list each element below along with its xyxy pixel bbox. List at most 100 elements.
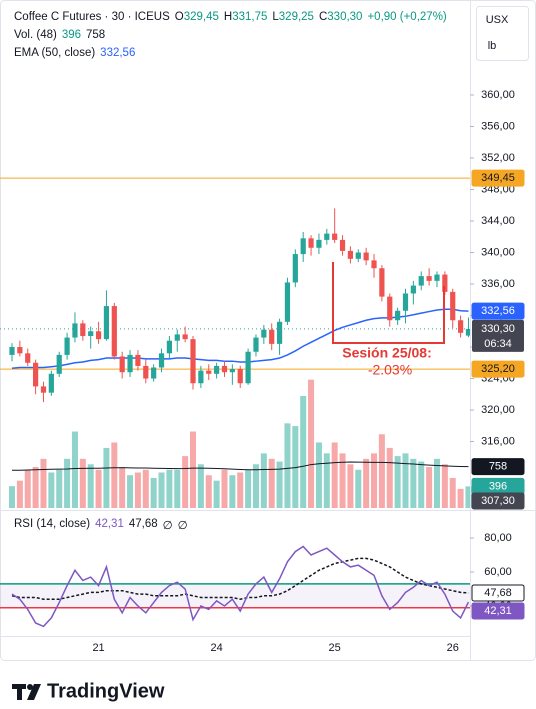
volume-bar	[449, 477, 456, 508]
ohlc: H331,75	[224, 11, 268, 23]
volume-bar	[402, 453, 409, 508]
annotation-bracket	[332, 262, 445, 344]
candle-body	[64, 337, 70, 355]
candle-body	[95, 331, 102, 340]
volume-bar	[158, 472, 165, 508]
legend-ema: EMA (50, close) 332,56	[14, 47, 135, 59]
volume-bar	[465, 486, 472, 508]
candle-body	[363, 252, 369, 261]
volume-bar	[56, 469, 63, 508]
volume-bar	[229, 475, 236, 508]
volume-bar	[237, 472, 244, 508]
rsi-name: RSI (14, close)	[14, 518, 91, 530]
y-tick-label: 316,00	[481, 435, 515, 447]
ohlc: L329,25	[272, 11, 314, 23]
candle-body	[284, 282, 291, 322]
volume-bar	[87, 464, 94, 508]
change: +0,90 (+0,27%)	[367, 11, 447, 23]
candle-body	[135, 354, 141, 366]
candle-body	[198, 370, 204, 384]
logo-stem	[17, 684, 22, 700]
candle-body	[379, 268, 385, 297]
candle-body	[418, 276, 424, 286]
candle-body	[72, 323, 78, 338]
candle-body	[158, 353, 165, 368]
candle-body	[40, 386, 47, 393]
ohlc: O329,45	[175, 11, 219, 23]
annotation-text: Sesión 25/08:	[342, 345, 432, 361]
candle-body	[457, 320, 464, 333]
volume-bar	[245, 469, 252, 508]
candle-body	[17, 347, 23, 354]
candle-body	[402, 293, 409, 311]
band-fill	[0, 583, 470, 608]
volume-bar	[71, 431, 78, 508]
candle-body	[450, 291, 456, 321]
volume-bar	[441, 464, 448, 508]
candle-body	[371, 260, 377, 269]
volume-bar	[150, 477, 157, 508]
candle-body	[56, 354, 62, 374]
brand-logo	[12, 684, 41, 700]
candle-body	[151, 367, 157, 379]
volume-label: 396	[489, 480, 507, 492]
volume-bar	[103, 447, 110, 508]
y-tick-label: 344,00	[481, 215, 515, 227]
volume-bar	[182, 456, 189, 508]
rsi-extra: ∅	[177, 520, 188, 532]
volume-bar	[260, 453, 267, 508]
y-tick-label: 356,00	[481, 120, 515, 132]
unit: USX	[486, 14, 509, 26]
volume-bar	[323, 453, 330, 508]
candle-body	[395, 310, 401, 321]
volume-ma-value: 758	[86, 29, 106, 41]
unit-sub: lb	[488, 40, 497, 52]
candle-body	[174, 334, 180, 341]
annotation-value: -2.03%	[368, 362, 412, 378]
candle-body	[245, 351, 251, 384]
volume-bar	[268, 458, 275, 508]
candle-layer	[9, 208, 472, 403]
ema-line	[11, 308, 469, 370]
ema-label-box	[471, 302, 525, 320]
unit-box	[476, 6, 529, 61]
candle-body	[316, 239, 322, 248]
ohlc-value: 330,30	[327, 11, 363, 23]
candle-body	[426, 276, 432, 281]
candle-body	[410, 285, 416, 294]
volume-bar	[24, 469, 31, 508]
volume-bar	[292, 426, 299, 508]
volume-bar	[308, 379, 315, 508]
ohlc-value: 329,25	[278, 11, 314, 23]
volume-bar	[16, 480, 23, 508]
y-tick-label: 80,00	[484, 532, 512, 544]
rsi-value: 42,31	[95, 518, 124, 530]
x-tick-label: 25	[329, 642, 341, 654]
candle-body	[308, 238, 314, 248]
volume-bar	[111, 442, 118, 508]
y-tick-label: 360,00	[481, 89, 515, 101]
volume-bar	[174, 469, 181, 508]
volume-bar	[355, 469, 362, 508]
cursor-price-box	[471, 492, 525, 510]
candle-body	[339, 239, 346, 251]
volume-bar	[40, 458, 47, 508]
y-tick-label: 336,00	[481, 278, 515, 290]
volume-bar	[347, 464, 354, 508]
volume-bar	[197, 464, 204, 508]
countdown: 06:34	[484, 338, 512, 350]
candle-body	[332, 233, 338, 240]
candle-body	[229, 369, 235, 373]
background-layer	[0, 177, 470, 370]
volume-bar	[213, 480, 220, 508]
volume-bar	[9, 486, 15, 508]
volume-bar	[433, 458, 440, 508]
volume-ma-label: 758	[489, 461, 507, 473]
x-tick-label: 21	[92, 642, 104, 654]
y-tick-label: 340,00	[481, 246, 515, 258]
candle-body	[25, 353, 31, 363]
y-tick-label: 320,00	[481, 404, 515, 416]
rsi-line	[11, 545, 470, 628]
symbol: Coffee C Futures · 30 · ICEUS	[14, 11, 170, 23]
